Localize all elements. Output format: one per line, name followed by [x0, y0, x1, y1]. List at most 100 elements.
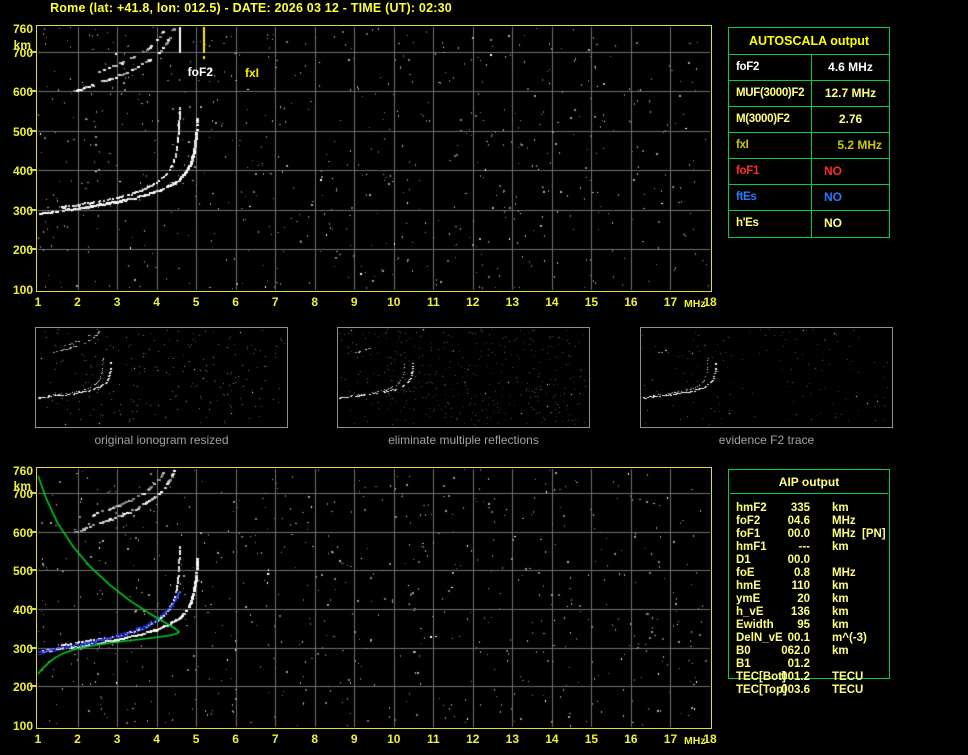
x-tick-label: 4 — [153, 295, 160, 309]
x-tick-label: 11 — [426, 295, 440, 309]
aip-row-label: ymE — [736, 593, 761, 605]
x-tick-label: 5 — [192, 732, 200, 746]
x-tick-label: 9 — [350, 732, 358, 746]
autoscala-row-value: NO — [824, 164, 842, 178]
x-tick-label: 5 — [192, 295, 200, 309]
aip-row-unit: TECU — [832, 671, 864, 683]
autoscala-row-label: fxI — [729, 133, 812, 158]
aip-row-label: Ewidth — [736, 619, 774, 631]
window-title: Rome (lat: +41.8, lon: 012.5) - DATE: 20… — [50, 1, 452, 15]
aip-row-unit: km — [832, 619, 849, 631]
autoscala-row-label: ftEs — [729, 185, 812, 210]
x-tick-label: 18 — [703, 732, 717, 746]
y-tick-label: 760 — [12, 464, 33, 478]
autoscala-row-value: NO — [824, 190, 842, 204]
aip-row-unit: MHz — [832, 567, 856, 579]
y-tick-label: 200 — [12, 680, 33, 695]
y-axis-tick — [30, 530, 36, 533]
autoscala-row-label: foF1 — [729, 159, 812, 184]
y-axis-tick — [30, 129, 36, 132]
x-tick-label: 13 — [505, 295, 520, 309]
aip-row-value: 0.8 — [794, 567, 810, 579]
y-axis-tick — [30, 646, 36, 649]
aip-row: D1 00.0 — [728, 554, 966, 567]
x-tick-label: 3 — [113, 295, 121, 309]
aip-row: hmF2 335 km — [728, 502, 966, 515]
panel-eliminate-reflections-canvas — [338, 328, 589, 427]
aip-row-value: 00.0 — [787, 528, 810, 540]
aip-table-rows: hmF2 335 km foF2 04.6 MHz foF1 00.0 MHz [PN] hmF1 -… — [728, 502, 966, 697]
autoscala-row: M(3000)F2 2.76 — [729, 107, 889, 133]
aip-row: foF2 04.6 MHz — [728, 515, 966, 528]
autoscala-row-label: foF2 — [729, 55, 812, 80]
aip-row: ymE 20 km — [728, 593, 966, 606]
x-tick-label: 6 — [232, 732, 239, 746]
x-tick-label: 10 — [387, 295, 401, 309]
panel-evidence-f2-trace — [640, 327, 893, 428]
y-tick-label: 600 — [12, 525, 33, 540]
panel-eliminate-reflections — [337, 327, 590, 428]
y-axis-tick — [30, 169, 36, 172]
aip-row-value: 00.1 — [787, 632, 810, 644]
aip-row: hmE 110 km — [728, 580, 966, 593]
x-tick-label: 15 — [584, 732, 599, 746]
aip-row-label: hmF1 — [736, 541, 767, 553]
panel-original-ionogram — [35, 327, 288, 428]
panel-evidence-f2-trace-canvas — [641, 328, 892, 427]
main-ionogram-plot: foF2 fxI — [36, 25, 712, 292]
aip-row-value: 04.6 — [787, 515, 810, 527]
y-tick-label: 700 — [12, 45, 33, 60]
y-axis-tick — [30, 50, 36, 53]
x-tick-label: 16 — [624, 732, 638, 746]
autoscala-row-value: 12.7 MHz — [824, 86, 877, 100]
aip-row-value: 01.2 — [787, 658, 810, 670]
aip-row-label: TEC[Top] — [736, 684, 787, 696]
restored-ionogram-canvas — [37, 468, 711, 728]
aip-row-unit: MHz — [832, 528, 856, 540]
autoscala-row-value: 4.6 MHz — [828, 60, 873, 74]
aip-row: foE 0.8 MHz — [728, 567, 966, 580]
autoscala-row-value: 2.76 — [838, 112, 863, 126]
aip-row-label: h_vE — [736, 606, 764, 618]
aip-row-unit: km — [832, 593, 849, 605]
aip-row-unit: km — [832, 502, 849, 514]
y-axis-tick — [30, 685, 36, 688]
panel-caption-evidence: evidence F2 trace — [718, 433, 815, 447]
fof2-marker-label: foF2 — [187, 65, 213, 79]
aip-row-value: 00.0 — [787, 554, 810, 566]
aip-row-unit: km — [832, 580, 849, 592]
autoscala-row: foF1 NO — [729, 159, 889, 185]
aip-row-unit: km — [832, 645, 849, 657]
autoscala-row: h'Es NO — [729, 211, 889, 237]
y-axis-unit-label: km — [13, 38, 31, 52]
aip-row-label: foF2 — [736, 515, 761, 527]
x-tick-label: 18 — [703, 295, 717, 309]
aip-row-unit: TECU — [832, 684, 864, 696]
y-axis-tick — [30, 569, 36, 572]
x-tick-label: 2 — [74, 295, 81, 309]
x-axis-unit-label: MHz — [684, 735, 706, 747]
aip-row-unit: km — [832, 606, 849, 618]
aip-row: foF1 00.0 MHz [PN] — [728, 528, 966, 541]
autoscala-row: foF2 4.6 MHz — [729, 55, 889, 81]
aip-row-label: foE — [736, 567, 755, 579]
panel-caption-eliminate: eliminate multiple reflections — [388, 433, 539, 447]
restored-ionogram-plot — [36, 467, 712, 729]
aip-row-value: 95 — [797, 619, 810, 631]
autoscala-table-title: AUTOSCALA output — [729, 28, 889, 55]
aip-row-value: 003.6 — [781, 684, 810, 696]
x-tick-label: 4 — [153, 732, 160, 746]
x-tick-label: 12 — [466, 295, 480, 309]
aip-row-label: TEC[Bot] — [736, 671, 786, 683]
aip-row-unit: km — [832, 541, 849, 553]
aip-row-value: 20 — [797, 593, 810, 605]
aip-row: DelN_vE 00.1 m^(-3) — [728, 632, 966, 645]
x-tick-label: 8 — [311, 732, 319, 746]
x-tick-label: 7 — [271, 732, 279, 746]
autoscala-table-rows: foF2 4.6 MHz MUF(3000)F2 12.7 MHz M(3000)F2 2… — [729, 55, 889, 237]
x-tick-label: 10 — [387, 732, 401, 746]
y-tick-label: 300 — [12, 203, 33, 218]
aip-row-unit: MHz — [832, 515, 856, 527]
aip-row: TEC[Bot] 001.2 TECU — [728, 671, 966, 684]
fxi-marker-label: fxI — [245, 66, 260, 80]
